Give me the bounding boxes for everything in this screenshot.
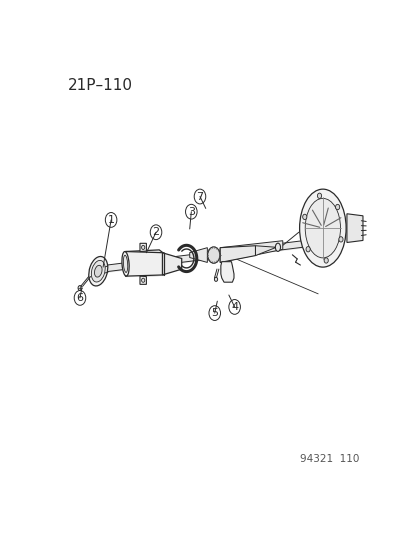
Ellipse shape xyxy=(317,193,321,198)
Ellipse shape xyxy=(88,256,107,286)
Polygon shape xyxy=(220,241,282,262)
Ellipse shape xyxy=(302,214,306,220)
Ellipse shape xyxy=(123,255,127,272)
Ellipse shape xyxy=(335,204,339,209)
Polygon shape xyxy=(346,214,362,243)
Text: 3: 3 xyxy=(188,207,195,217)
Polygon shape xyxy=(140,244,146,252)
Ellipse shape xyxy=(78,286,82,290)
Ellipse shape xyxy=(304,198,340,258)
Ellipse shape xyxy=(299,189,345,267)
Text: 1: 1 xyxy=(107,215,114,225)
Ellipse shape xyxy=(338,237,342,242)
Ellipse shape xyxy=(305,247,309,252)
Ellipse shape xyxy=(122,252,129,276)
Ellipse shape xyxy=(141,278,145,282)
Polygon shape xyxy=(255,246,276,256)
Ellipse shape xyxy=(141,245,145,249)
Polygon shape xyxy=(140,276,146,285)
Text: 21P–110: 21P–110 xyxy=(68,78,133,93)
Polygon shape xyxy=(220,262,233,282)
Ellipse shape xyxy=(91,261,105,282)
Polygon shape xyxy=(220,246,255,262)
Text: 6: 6 xyxy=(76,293,83,303)
Polygon shape xyxy=(162,253,181,275)
Text: 94321  110: 94321 110 xyxy=(300,454,359,464)
Polygon shape xyxy=(125,250,162,276)
Text: 2: 2 xyxy=(152,227,159,237)
Ellipse shape xyxy=(323,258,328,263)
Text: 7: 7 xyxy=(196,191,203,201)
Ellipse shape xyxy=(94,265,102,277)
Polygon shape xyxy=(189,248,207,262)
Text: 4: 4 xyxy=(230,302,237,312)
Text: 5: 5 xyxy=(211,308,218,318)
Ellipse shape xyxy=(207,247,219,263)
Ellipse shape xyxy=(214,277,217,281)
Ellipse shape xyxy=(275,243,280,252)
